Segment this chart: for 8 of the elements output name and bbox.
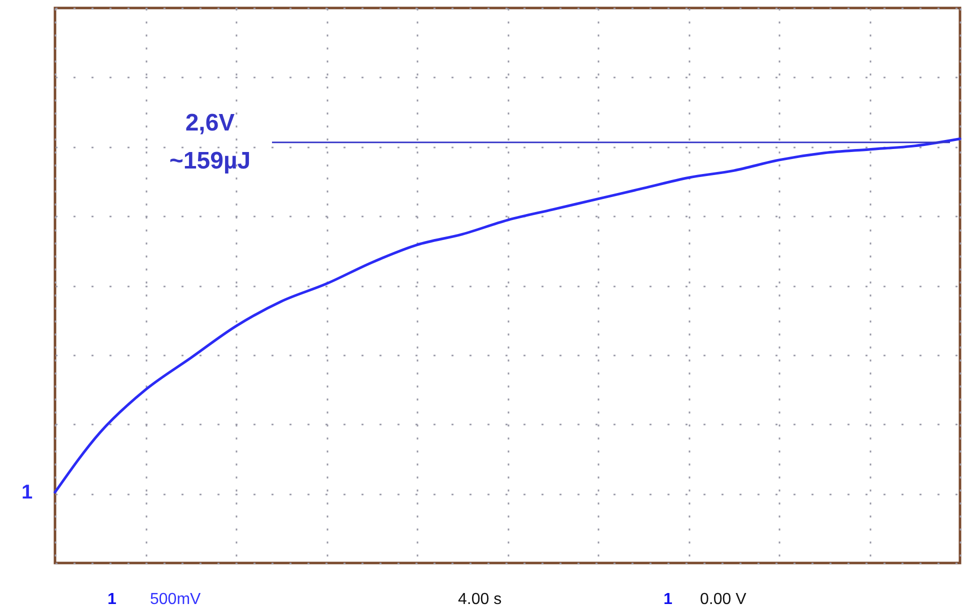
text: 500mV [150, 591, 202, 608]
text: 4.00 s [458, 591, 502, 608]
ref-line-label: 2,6V [185, 109, 235, 136]
text: 0.00 V [700, 591, 747, 608]
annotation: ~159µJ [169, 147, 251, 174]
series-label: 1 [21, 481, 33, 504]
text: 1 [108, 591, 116, 608]
text: 1 [664, 591, 672, 608]
